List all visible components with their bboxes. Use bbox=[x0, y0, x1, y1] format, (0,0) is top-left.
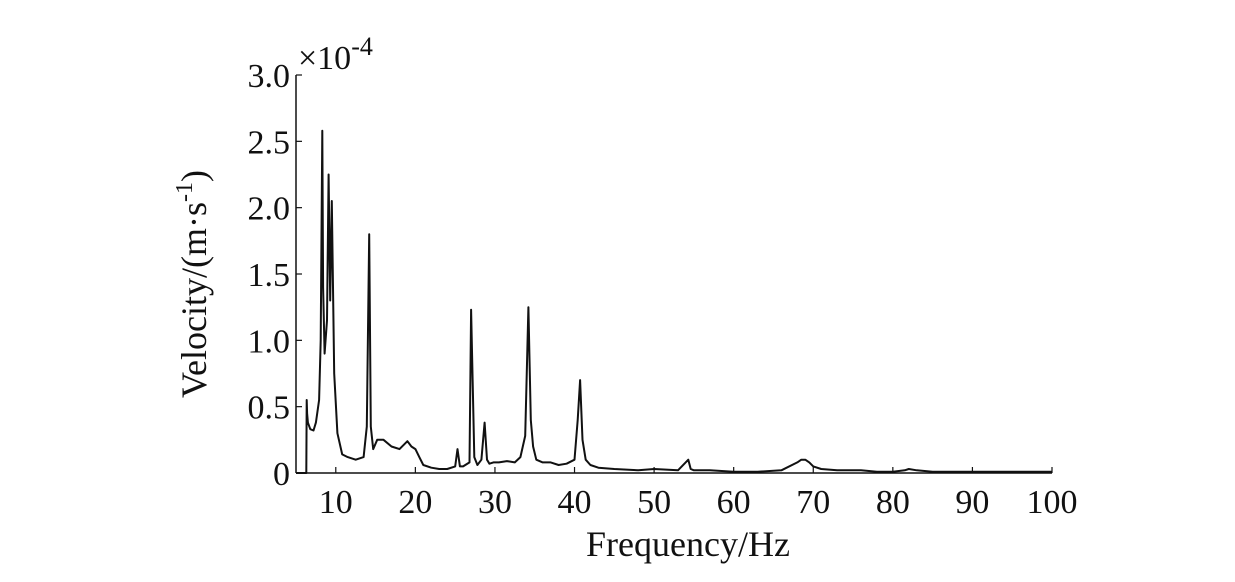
y-scale-label: ×10-4 bbox=[298, 32, 373, 77]
x-tick-label: 70 bbox=[796, 484, 830, 521]
x-tick-label: 60 bbox=[717, 484, 751, 521]
spectrum-line bbox=[296, 129, 1052, 474]
y-axis-title-sup: -1 bbox=[172, 182, 198, 202]
x-tick-label: 30 bbox=[478, 484, 512, 521]
x-tick-label: 10 bbox=[319, 484, 353, 521]
y-axis-title-main: Velocity/(m·s bbox=[174, 202, 214, 398]
y-tick-label: 3.0 bbox=[248, 58, 291, 95]
y-axis-title: Velocity/(m·s-1) bbox=[172, 170, 214, 398]
x-tick-label: 90 bbox=[955, 484, 989, 521]
x-tick-label: 40 bbox=[558, 484, 592, 521]
y-axis-ticks: 0 0.5 1.0 1.5 2.0 2.5 3.0 bbox=[248, 58, 302, 493]
x-tick-label: 100 bbox=[1027, 484, 1078, 521]
x-tick-label: 50 bbox=[637, 484, 671, 521]
x-tick-label: 20 bbox=[398, 484, 432, 521]
x-axis-ticks: 10 20 30 40 50 60 70 80 90 100 bbox=[319, 467, 1078, 521]
y-tick-label: 0 bbox=[273, 456, 290, 493]
x-tick-label: 80 bbox=[876, 484, 910, 521]
y-tick-label: 0.5 bbox=[248, 390, 291, 427]
y-scale-exponent: -4 bbox=[351, 32, 373, 61]
series-group bbox=[296, 129, 1052, 474]
y-tick-label: 1.0 bbox=[248, 323, 291, 360]
y-tick-label: 2.0 bbox=[248, 191, 291, 228]
y-tick-label: 1.5 bbox=[248, 257, 291, 294]
y-scale-prefix: ×10 bbox=[298, 40, 351, 77]
y-axis-title-close: ) bbox=[174, 170, 214, 182]
x-axis-title: Frequency/Hz bbox=[586, 524, 790, 564]
y-tick-label: 2.5 bbox=[248, 124, 291, 161]
axes bbox=[295, 75, 1052, 474]
